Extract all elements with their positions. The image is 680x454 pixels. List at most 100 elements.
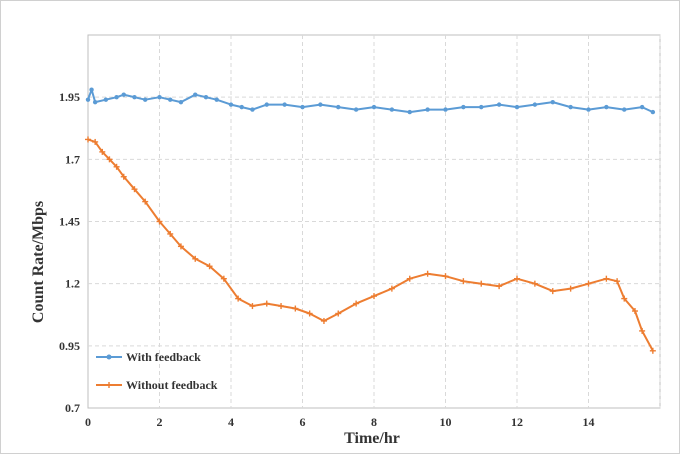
data-point [531, 280, 538, 287]
data-point [263, 300, 270, 307]
data-point [443, 107, 448, 112]
x-tick-label: 4 [228, 415, 234, 429]
data-point [460, 278, 467, 285]
axes: 0 2 4 6 8 10 12 14 0.7 0.95 1.2 1.45 1.7 1.95 [59, 90, 595, 429]
y-tick-label: 0.95 [59, 339, 80, 353]
data-point [89, 87, 94, 92]
data-point [639, 327, 646, 334]
y-tick-label: 1.95 [59, 90, 80, 104]
data-point [550, 99, 555, 105]
data-point [514, 275, 520, 282]
data-point [371, 293, 377, 300]
data-point [103, 97, 109, 102]
data-point [336, 104, 341, 110]
data-point [168, 97, 173, 102]
x-tick-label: 12 [511, 415, 523, 429]
data-point [132, 94, 137, 100]
data-point [300, 104, 305, 110]
data-point [106, 156, 113, 163]
data-point [604, 104, 609, 110]
data-point [621, 295, 628, 302]
data-point [178, 99, 184, 105]
data-point [99, 148, 106, 155]
data-point [335, 310, 342, 317]
data-point [220, 275, 227, 282]
data-point [568, 104, 573, 110]
data-point [567, 285, 574, 292]
data-point [228, 102, 234, 107]
data-point [177, 243, 184, 250]
data-point [206, 263, 213, 270]
y-axis-title: Count Rate/Mbps [30, 201, 47, 323]
data-point [631, 308, 638, 315]
data-point [586, 107, 591, 112]
data-point [585, 280, 592, 287]
data-point [442, 273, 449, 280]
data-point [167, 230, 174, 237]
data-point [239, 104, 244, 110]
y-tick-label: 1.2 [65, 277, 80, 291]
data-point [156, 218, 163, 225]
data-point [549, 288, 556, 295]
series-line-1 [87, 138, 654, 352]
legend-item: With feedback [96, 350, 201, 364]
data-point [292, 305, 299, 312]
data-point [389, 107, 395, 112]
data-point [406, 275, 413, 282]
data-point [249, 303, 256, 310]
data-point [425, 107, 430, 112]
x-tick-label: 8 [371, 415, 377, 429]
data-point [320, 317, 327, 324]
data-point [193, 92, 198, 97]
gridlines [87, 34, 661, 409]
data-point [388, 285, 395, 292]
data-point [603, 275, 610, 282]
data-point [650, 109, 656, 115]
y-tick-label: 0.7 [65, 401, 80, 415]
x-tick-label: 2 [157, 415, 163, 429]
series-layer [85, 87, 656, 354]
data-point [142, 198, 149, 205]
data-point [639, 104, 645, 110]
data-point [496, 283, 503, 290]
data-point [478, 280, 485, 287]
data-point [353, 107, 359, 112]
data-point [157, 94, 162, 100]
data-point [143, 97, 148, 102]
data-point [496, 102, 502, 107]
data-point [407, 109, 412, 115]
legend-label: With feedback [126, 350, 201, 364]
data-point [235, 295, 242, 302]
data-point [114, 94, 119, 100]
data-point [131, 186, 138, 193]
data-point [203, 94, 209, 100]
x-tick-label: 14 [583, 415, 595, 429]
data-point [278, 303, 285, 310]
data-point [371, 104, 377, 110]
x-tick-label: 10 [440, 415, 452, 429]
data-point [250, 107, 255, 112]
legend-item: Without feedback [96, 378, 218, 392]
series-line-0 [87, 88, 654, 114]
data-point [649, 347, 656, 354]
data-point [85, 136, 91, 143]
data-point [85, 97, 91, 102]
legend: With feedback Without feedback [96, 350, 218, 392]
data-point [120, 173, 127, 180]
x-tick-label: 0 [85, 415, 91, 429]
data-point [214, 97, 219, 102]
data-point [318, 102, 323, 107]
data-point [479, 104, 484, 110]
legend-label: Without feedback [126, 378, 218, 392]
data-point [306, 310, 313, 317]
data-point [92, 99, 98, 105]
data-point [514, 104, 520, 110]
data-point [92, 138, 99, 145]
data-point [264, 102, 269, 107]
data-point [424, 270, 431, 277]
x-tick-label: 6 [300, 415, 306, 429]
data-point [192, 255, 199, 262]
data-point [461, 104, 466, 110]
